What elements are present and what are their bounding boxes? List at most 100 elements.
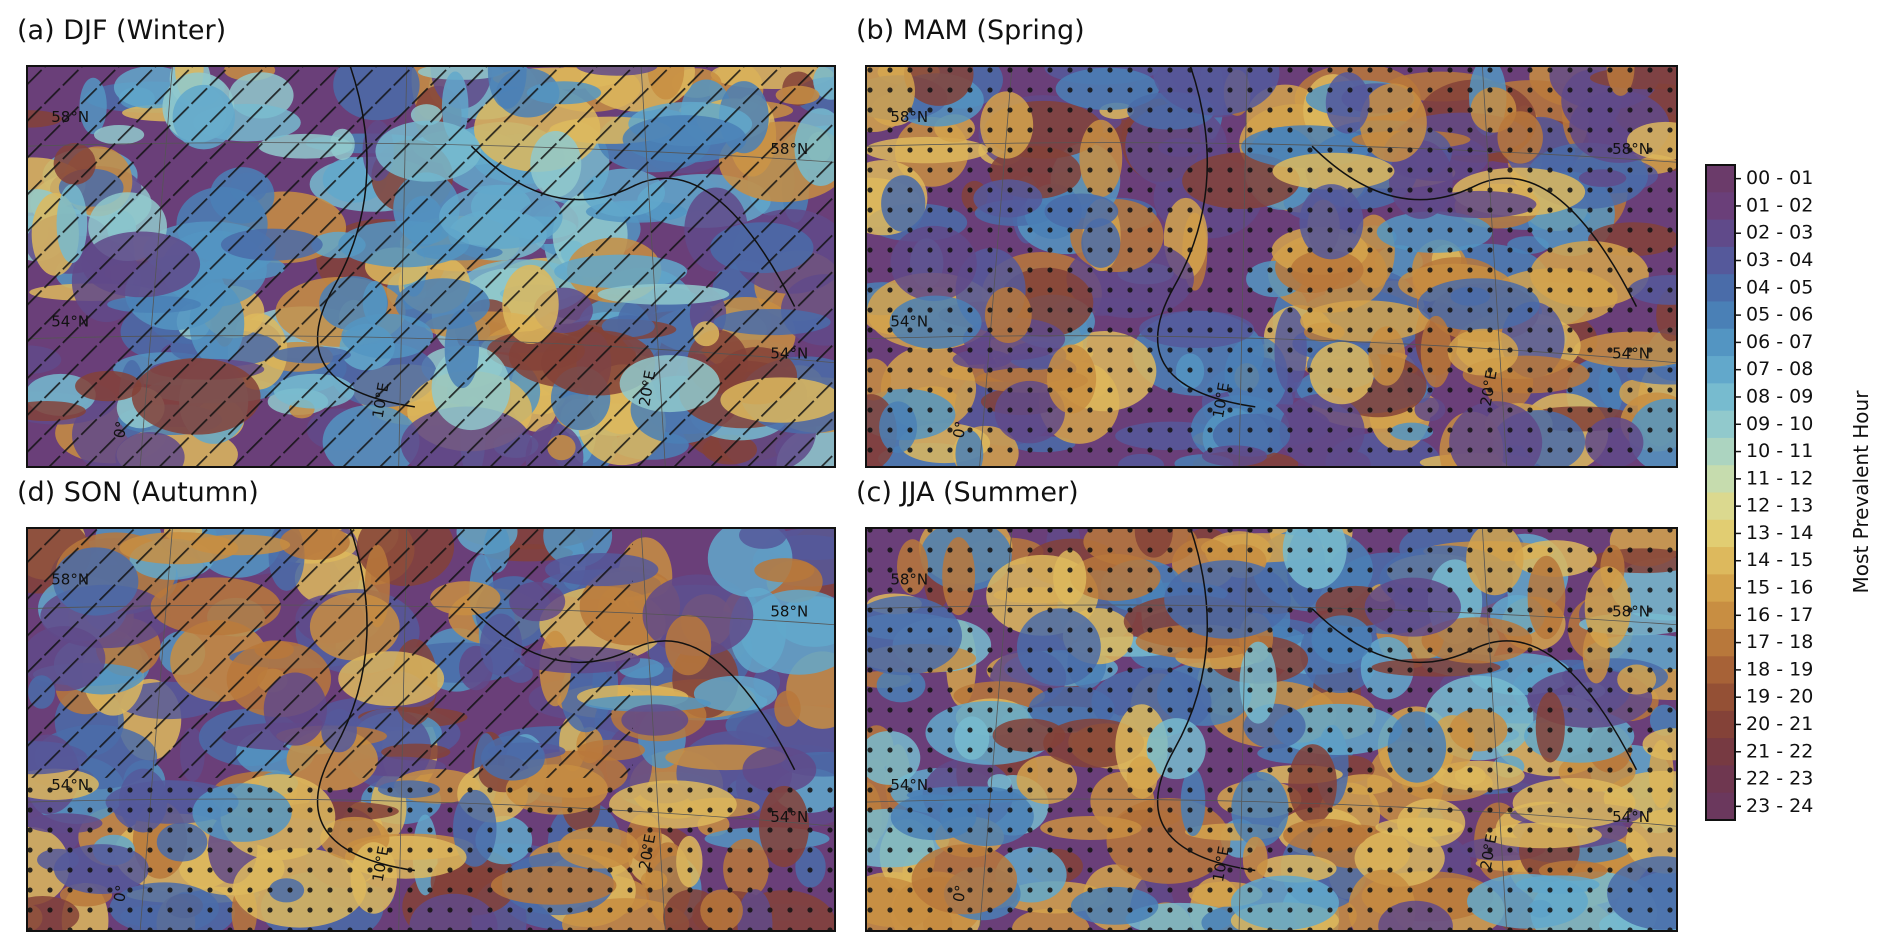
colorbar-segment [1706,519,1735,548]
colorbar-label: 17 - 18 [1746,631,1813,653]
colorbar-segment [1706,356,1735,384]
colorbar-label: 10 - 11 [1746,440,1813,462]
colorbar-label: 02 - 03 [1746,222,1813,244]
colorbar-segment [1706,410,1735,439]
colorbar-segment [1706,792,1735,821]
colorbar-label: 20 - 21 [1746,713,1813,735]
colorbar-label: 03 - 04 [1746,249,1813,271]
hatching [27,66,835,467]
colorbar-label: 09 - 10 [1746,413,1813,435]
colorbar-segment [1706,628,1735,657]
colorbar-label: 18 - 19 [1746,658,1813,680]
colorbar-segment [1706,601,1735,630]
colorbar-segment [1706,437,1735,466]
colorbar-label: 14 - 15 [1746,549,1813,571]
colorbar-segment [1706,710,1735,739]
grid-label: 58°N [51,570,89,588]
colorbar-label: 11 - 12 [1746,467,1813,489]
grid-label: 54°N [770,345,808,363]
grid-label: 58°N [770,140,808,158]
colorbar-segment [1706,465,1735,493]
colorbar-segment [1706,547,1735,575]
colorbar-segment [1706,492,1735,521]
grid-label: 54°N [770,808,808,826]
map-region [693,675,778,712]
colorbar-label: 00 - 01 [1746,167,1813,189]
grid-label: 10°E [1209,845,1233,884]
grid-label: 54°N [51,313,89,331]
colorbar-label: 21 - 22 [1746,740,1813,762]
grid-label: 54°N [890,776,928,794]
grid-label: 58°N [51,108,89,126]
grid-label: 54°N [1612,345,1650,363]
colorbar-segment [1706,219,1735,248]
panel-frame [26,65,836,468]
colorbar-segment [1706,765,1735,794]
grid-label: 0° [950,420,971,440]
map-panel [866,66,1677,467]
colorbar-segment [1706,328,1735,357]
map-region [740,589,835,675]
grid-label: 0° [110,884,131,904]
colorbar-segment [1706,574,1735,603]
colorbar-segment [1706,301,1735,330]
grid-label: 10°E [369,381,393,420]
grid-label: 54°N [51,776,89,794]
colorbar-label: 13 - 14 [1746,522,1813,544]
colorbar-segment [1706,192,1735,221]
colorbar-label: 12 - 13 [1746,495,1813,517]
colorbar-label: 05 - 06 [1746,304,1813,326]
grid-label: 58°N [890,570,928,588]
grid-label: 58°N [770,603,808,621]
map-panel [27,66,835,467]
map-region [774,690,801,727]
colorbar-segment [1706,383,1735,412]
colorbar-label: 06 - 07 [1746,331,1813,353]
grid-label: 54°N [890,313,928,331]
colorbar-segment [1706,165,1735,193]
panel-title: (d) SON (Autumn) [17,477,259,508]
map-region [739,528,787,549]
colorbar-label: 19 - 20 [1746,686,1813,708]
colorbar-label: 04 - 05 [1746,276,1813,298]
hatching [866,66,1677,467]
grid-label: 10°E [369,845,393,884]
colorbar-title: Most Prevalent Hour [1849,390,1873,594]
grid-label: 20°E [1477,369,1501,408]
hatching [27,528,633,778]
grid-label: 58°N [1612,603,1650,621]
colorbar-label: 15 - 16 [1746,577,1813,599]
panel-frame [26,527,836,932]
colorbar-label: 16 - 17 [1746,604,1813,626]
colorbar-segment [1706,246,1735,275]
grid-label: 58°N [890,108,928,126]
colorbar-segment [1706,656,1735,685]
panel-title: (b) MAM (Spring) [856,15,1085,46]
colorbar-label: 22 - 23 [1746,768,1813,790]
panel-frame [865,527,1678,932]
colorbar-label: 01 - 02 [1746,194,1813,216]
grid-label: 0° [110,420,131,440]
colorbar-segment [1706,683,1735,712]
colorbar-segment [1706,274,1735,302]
colorbar-label: 08 - 09 [1746,385,1813,407]
colorbar-label: 07 - 08 [1746,358,1813,380]
colorbar-frame [1705,164,1736,821]
hatching [27,777,835,931]
grid-label: 54°N [1612,808,1650,826]
grid-label: 20°E [635,369,659,408]
colorbar-segment [1706,738,1735,766]
grid-label: 58°N [1612,140,1650,158]
panel-title: (c) JJA (Summer) [856,477,1079,508]
grid-label: 20°E [1477,833,1501,872]
hatching [866,528,1677,931]
map-panel [866,528,1677,931]
panel-frame [865,65,1678,468]
grid-label: 20°E [635,833,659,872]
map-region [621,704,689,736]
grid-label: 0° [950,884,971,904]
map-panel [27,528,835,931]
panel-title: (a) DJF (Winter) [17,15,226,46]
grid-label: 10°E [1209,381,1233,420]
